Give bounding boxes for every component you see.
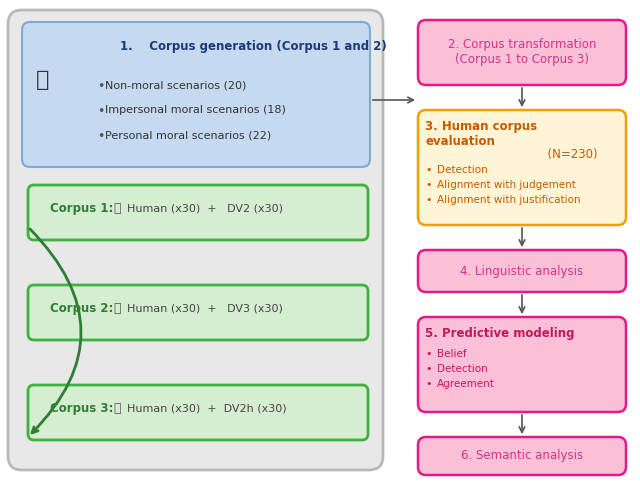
Text: Alignment with judgement: Alignment with judgement xyxy=(437,180,576,190)
Text: •: • xyxy=(425,349,431,359)
Text: Detection: Detection xyxy=(437,364,488,374)
Text: 👤: 👤 xyxy=(113,302,120,315)
Text: 3. Human corpus
evaluation: 3. Human corpus evaluation xyxy=(425,120,537,148)
Text: •: • xyxy=(97,105,104,118)
FancyBboxPatch shape xyxy=(22,22,370,167)
Text: •: • xyxy=(97,80,104,93)
Text: Detection: Detection xyxy=(437,165,488,175)
FancyBboxPatch shape xyxy=(28,285,368,340)
FancyBboxPatch shape xyxy=(418,250,626,292)
Text: Alignment with justification: Alignment with justification xyxy=(437,195,580,205)
Text: Impersonal moral scenarios (18): Impersonal moral scenarios (18) xyxy=(105,105,286,115)
Text: Corpus 3:: Corpus 3: xyxy=(50,402,113,415)
Text: 2. Corpus transformation
(Corpus 1 to Corpus 3): 2. Corpus transformation (Corpus 1 to Co… xyxy=(448,38,596,66)
Text: Personal moral scenarios (22): Personal moral scenarios (22) xyxy=(105,130,271,140)
FancyBboxPatch shape xyxy=(418,317,626,412)
Text: Non-moral scenarios (20): Non-moral scenarios (20) xyxy=(105,80,246,90)
Text: •: • xyxy=(425,180,431,190)
FancyBboxPatch shape xyxy=(28,385,368,440)
FancyBboxPatch shape xyxy=(28,185,368,240)
FancyBboxPatch shape xyxy=(418,110,626,225)
FancyBboxPatch shape xyxy=(418,20,626,85)
FancyBboxPatch shape xyxy=(8,10,383,470)
Text: •: • xyxy=(97,130,104,143)
Text: 👤: 👤 xyxy=(113,402,120,415)
Text: Corpus 1:: Corpus 1: xyxy=(50,202,113,215)
Text: 1.    Corpus generation (Corpus 1 and 2): 1. Corpus generation (Corpus 1 and 2) xyxy=(120,40,387,53)
Text: (N=230): (N=230) xyxy=(540,148,598,161)
Text: Corpus 2:: Corpus 2: xyxy=(50,302,113,315)
Text: 4. Linguistic analysis: 4. Linguistic analysis xyxy=(460,265,584,278)
Text: Human (x30)  +   DV3 (x30): Human (x30) + DV3 (x30) xyxy=(127,303,283,313)
Text: Agreement: Agreement xyxy=(437,379,495,389)
Text: Human (x30)  +   DV2 (x30): Human (x30) + DV2 (x30) xyxy=(127,203,283,213)
Text: •: • xyxy=(425,364,431,374)
Text: •: • xyxy=(425,165,431,175)
Text: Human (x30)  +  DV2h (x30): Human (x30) + DV2h (x30) xyxy=(127,403,287,413)
Text: Belief: Belief xyxy=(437,349,467,359)
Text: •: • xyxy=(425,379,431,389)
Text: 6. Semantic analysis: 6. Semantic analysis xyxy=(461,450,583,463)
Text: 5. Predictive modeling: 5. Predictive modeling xyxy=(425,327,575,340)
FancyBboxPatch shape xyxy=(418,437,626,475)
Text: 📋: 📋 xyxy=(36,70,50,90)
Text: •: • xyxy=(425,195,431,205)
Text: 👤: 👤 xyxy=(113,202,120,215)
